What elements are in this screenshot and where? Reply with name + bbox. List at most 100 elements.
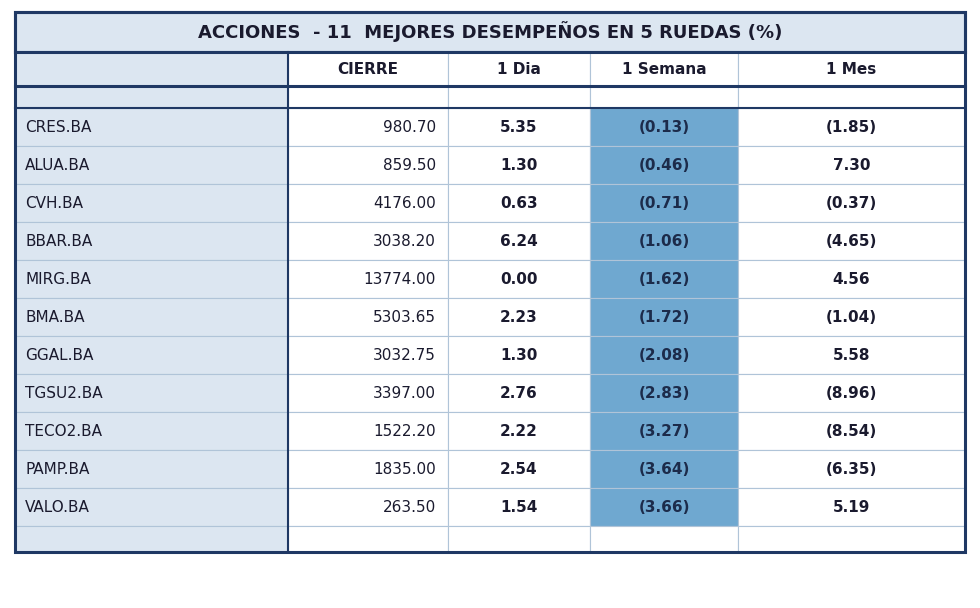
Text: 0.63: 0.63 <box>500 196 538 210</box>
Bar <box>738 222 965 260</box>
Bar <box>15 412 288 450</box>
Text: 3032.75: 3032.75 <box>373 348 436 362</box>
Text: 5303.65: 5303.65 <box>373 309 436 325</box>
Text: 13774.00: 13774.00 <box>364 272 436 286</box>
Bar <box>590 260 738 298</box>
Text: 4176.00: 4176.00 <box>373 196 436 210</box>
Bar <box>738 374 965 412</box>
Bar <box>590 412 738 450</box>
Bar <box>15 184 288 222</box>
Bar <box>448 298 590 336</box>
Text: (2.08): (2.08) <box>638 348 690 362</box>
Text: VALO.BA: VALO.BA <box>25 500 90 514</box>
Text: CVH.BA: CVH.BA <box>25 196 83 210</box>
Bar <box>738 52 965 86</box>
Bar <box>448 260 590 298</box>
Text: 859.50: 859.50 <box>383 157 436 173</box>
Text: 3038.20: 3038.20 <box>373 233 436 249</box>
Text: 3397.00: 3397.00 <box>373 385 436 401</box>
Text: TECO2.BA: TECO2.BA <box>25 424 102 438</box>
Bar <box>738 146 965 184</box>
Bar <box>288 526 448 552</box>
Text: PAMP.BA: PAMP.BA <box>25 461 89 477</box>
Text: 5.19: 5.19 <box>833 500 870 514</box>
Text: (1.06): (1.06) <box>638 233 690 249</box>
Text: (0.46): (0.46) <box>638 157 690 173</box>
Bar <box>448 412 590 450</box>
Text: MIRG.BA: MIRG.BA <box>25 272 91 286</box>
Text: ACCIONES  - 11  MEJORES DESEMPEÑOS EN 5 RUEDAS (%): ACCIONES - 11 MEJORES DESEMPEÑOS EN 5 RU… <box>198 21 782 43</box>
Bar <box>738 450 965 488</box>
Text: 1.30: 1.30 <box>501 348 538 362</box>
Bar <box>448 336 590 374</box>
Bar <box>15 52 288 86</box>
Bar <box>448 526 590 552</box>
Bar <box>288 146 448 184</box>
Bar <box>15 108 288 146</box>
Bar <box>288 450 448 488</box>
Bar <box>738 412 965 450</box>
Bar <box>590 526 738 552</box>
Bar <box>15 298 288 336</box>
Text: (1.04): (1.04) <box>826 309 877 325</box>
Bar <box>288 488 448 526</box>
Bar <box>15 260 288 298</box>
Bar <box>15 12 965 52</box>
Bar <box>15 488 288 526</box>
Text: 7.30: 7.30 <box>833 157 870 173</box>
Text: 1522.20: 1522.20 <box>373 424 436 438</box>
Text: 1.54: 1.54 <box>501 500 538 514</box>
Bar <box>590 86 738 108</box>
Bar <box>15 12 965 552</box>
Text: CIERRE: CIERRE <box>337 61 399 77</box>
Text: 5.58: 5.58 <box>833 348 870 362</box>
Bar <box>590 146 738 184</box>
Bar <box>738 488 965 526</box>
Bar <box>15 222 288 260</box>
Bar <box>15 146 288 184</box>
Text: (0.37): (0.37) <box>826 196 877 210</box>
Bar <box>590 374 738 412</box>
Bar <box>590 108 738 146</box>
Bar <box>590 184 738 222</box>
Bar <box>288 260 448 298</box>
Bar <box>448 86 590 108</box>
Bar <box>738 184 965 222</box>
Bar <box>288 374 448 412</box>
Text: 4.56: 4.56 <box>833 272 870 286</box>
Bar <box>448 488 590 526</box>
Text: (8.54): (8.54) <box>826 424 877 438</box>
Text: (4.65): (4.65) <box>826 233 877 249</box>
Text: 1 Semana: 1 Semana <box>621 61 707 77</box>
Bar <box>590 336 738 374</box>
Bar <box>738 336 965 374</box>
Bar <box>448 450 590 488</box>
Text: BBAR.BA: BBAR.BA <box>25 233 92 249</box>
Bar <box>448 374 590 412</box>
Text: 2.23: 2.23 <box>500 309 538 325</box>
Bar <box>288 52 448 86</box>
Text: 1835.00: 1835.00 <box>373 461 436 477</box>
Bar <box>288 298 448 336</box>
Text: 1 Dia: 1 Dia <box>497 61 541 77</box>
Bar <box>448 146 590 184</box>
Text: ALUA.BA: ALUA.BA <box>25 157 90 173</box>
Text: GGAL.BA: GGAL.BA <box>25 348 93 362</box>
Bar <box>590 298 738 336</box>
Bar <box>738 526 965 552</box>
Bar <box>590 222 738 260</box>
Text: (0.13): (0.13) <box>638 120 690 134</box>
Text: (3.64): (3.64) <box>638 461 690 477</box>
Bar <box>590 52 738 86</box>
Bar <box>288 184 448 222</box>
Text: 1.30: 1.30 <box>501 157 538 173</box>
Text: TGSU2.BA: TGSU2.BA <box>25 385 103 401</box>
Bar <box>448 222 590 260</box>
Bar <box>590 450 738 488</box>
Bar <box>15 450 288 488</box>
Text: 1 Mes: 1 Mes <box>826 61 877 77</box>
Text: BMA.BA: BMA.BA <box>25 309 84 325</box>
Text: (3.66): (3.66) <box>638 500 690 514</box>
Bar <box>738 260 965 298</box>
Text: 2.54: 2.54 <box>500 461 538 477</box>
